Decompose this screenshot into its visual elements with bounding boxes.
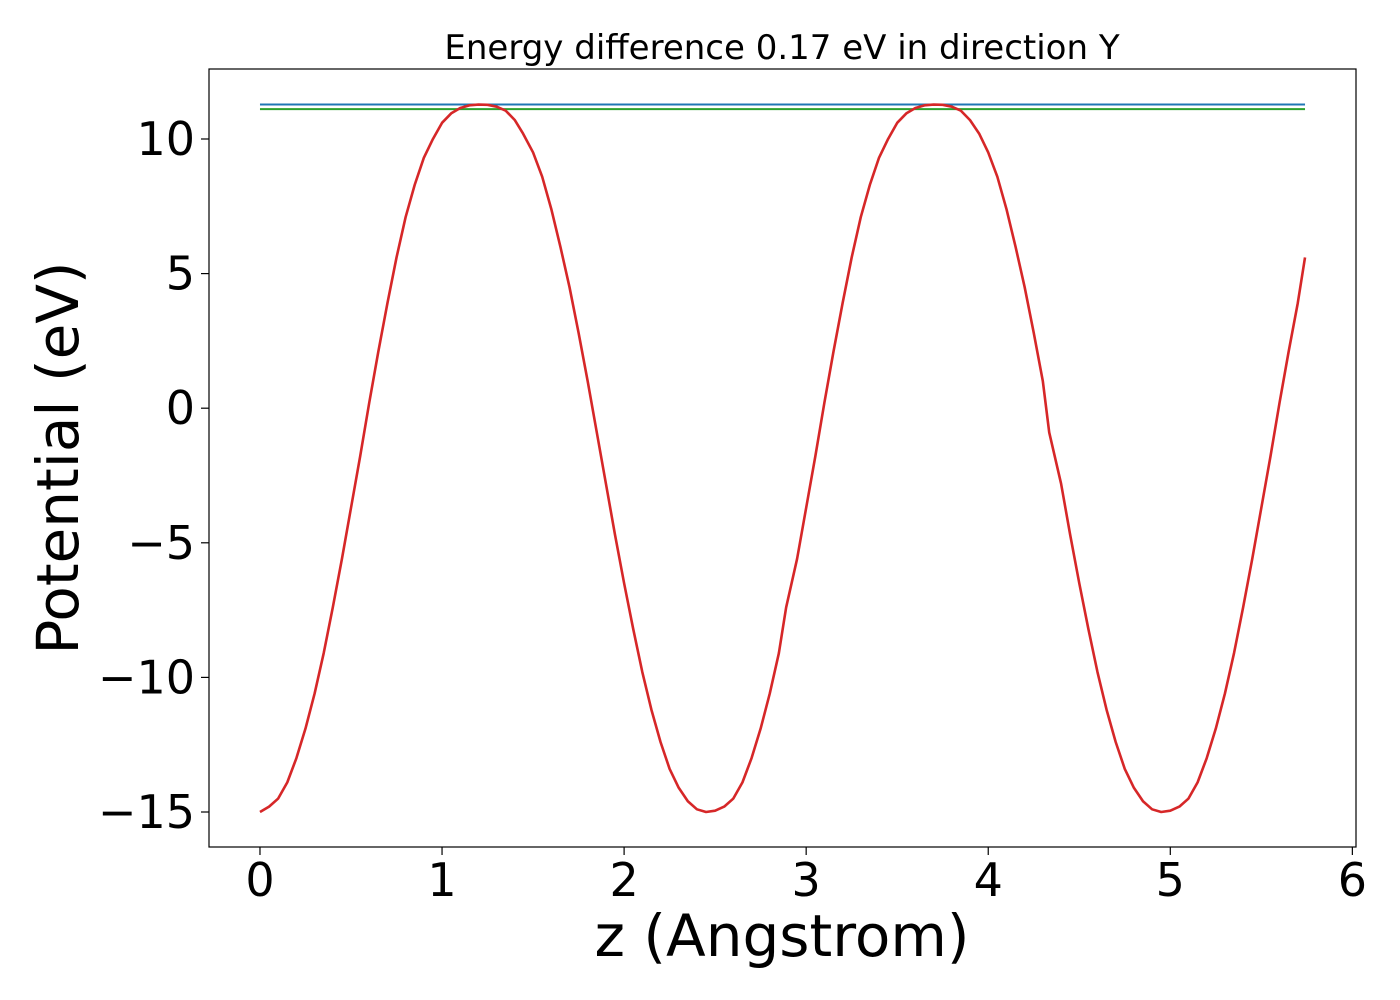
x-tick-label: 5: [1156, 853, 1185, 907]
x-tick-label: 1: [427, 853, 456, 907]
series-line-2: [259, 103, 1307, 814]
y-tick-label: 10: [136, 112, 195, 166]
series-layer: [259, 103, 1307, 814]
y-axis-label: Potential (eV): [24, 261, 92, 654]
x-tick-label: 0: [245, 853, 274, 907]
chart-title: Energy difference 0.17 eV in direction Y: [444, 28, 1119, 68]
y-tick-label: −10: [98, 650, 195, 704]
x-tick-label: 4: [974, 853, 1003, 907]
x-axis-ticks: 0 1 2 3 4 5 6: [245, 847, 1367, 907]
plot-area: 0 1 2 3 4 5 6 −15 −10 −5 0 5 10: [98, 68, 1367, 907]
plot-frame: [208, 68, 1357, 848]
x-tick-label: 6: [1338, 853, 1367, 907]
y-tick-label: −15: [98, 785, 195, 839]
x-axis-label: z (Angstrom): [595, 902, 970, 970]
y-tick-label: 5: [166, 247, 195, 301]
x-tick-label: 2: [609, 853, 638, 907]
x-tick-label: 3: [792, 853, 821, 907]
y-tick-label: −5: [127, 516, 195, 570]
y-axis-ticks: −15 −10 −5 0 5 10: [98, 112, 209, 839]
y-tick-label: 0: [166, 381, 195, 435]
